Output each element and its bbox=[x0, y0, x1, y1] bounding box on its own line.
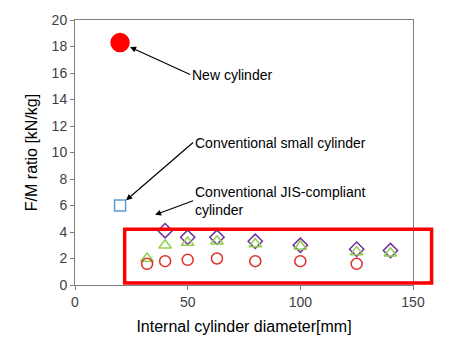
svg-text:150: 150 bbox=[401, 294, 425, 310]
svg-text:4: 4 bbox=[59, 224, 67, 240]
svg-text:Internal cylinder diameter[mm]: Internal cylinder diameter[mm] bbox=[136, 318, 351, 335]
svg-text:16: 16 bbox=[52, 65, 68, 81]
svg-text:50: 50 bbox=[180, 294, 196, 310]
svg-text:20: 20 bbox=[52, 12, 68, 28]
svg-text:0: 0 bbox=[59, 277, 67, 293]
svg-text:Conventional small cylinder: Conventional small cylinder bbox=[195, 135, 366, 151]
svg-text:0: 0 bbox=[71, 294, 79, 310]
svg-text:10: 10 bbox=[52, 144, 68, 160]
svg-text:8: 8 bbox=[59, 171, 67, 187]
svg-text:6: 6 bbox=[59, 197, 67, 213]
svg-text:100: 100 bbox=[289, 294, 313, 310]
svg-text:New cylinder: New cylinder bbox=[192, 67, 272, 83]
svg-text:Conventional JIS-compliantcyli: Conventional JIS-compliantcylinder bbox=[195, 184, 366, 218]
svg-text:14: 14 bbox=[52, 91, 68, 107]
svg-text:12: 12 bbox=[52, 118, 68, 134]
svg-text:F/M ratio [kN/kg]: F/M ratio [kN/kg] bbox=[23, 94, 40, 211]
svg-text:18: 18 bbox=[52, 38, 68, 54]
svg-text:2: 2 bbox=[59, 250, 67, 266]
